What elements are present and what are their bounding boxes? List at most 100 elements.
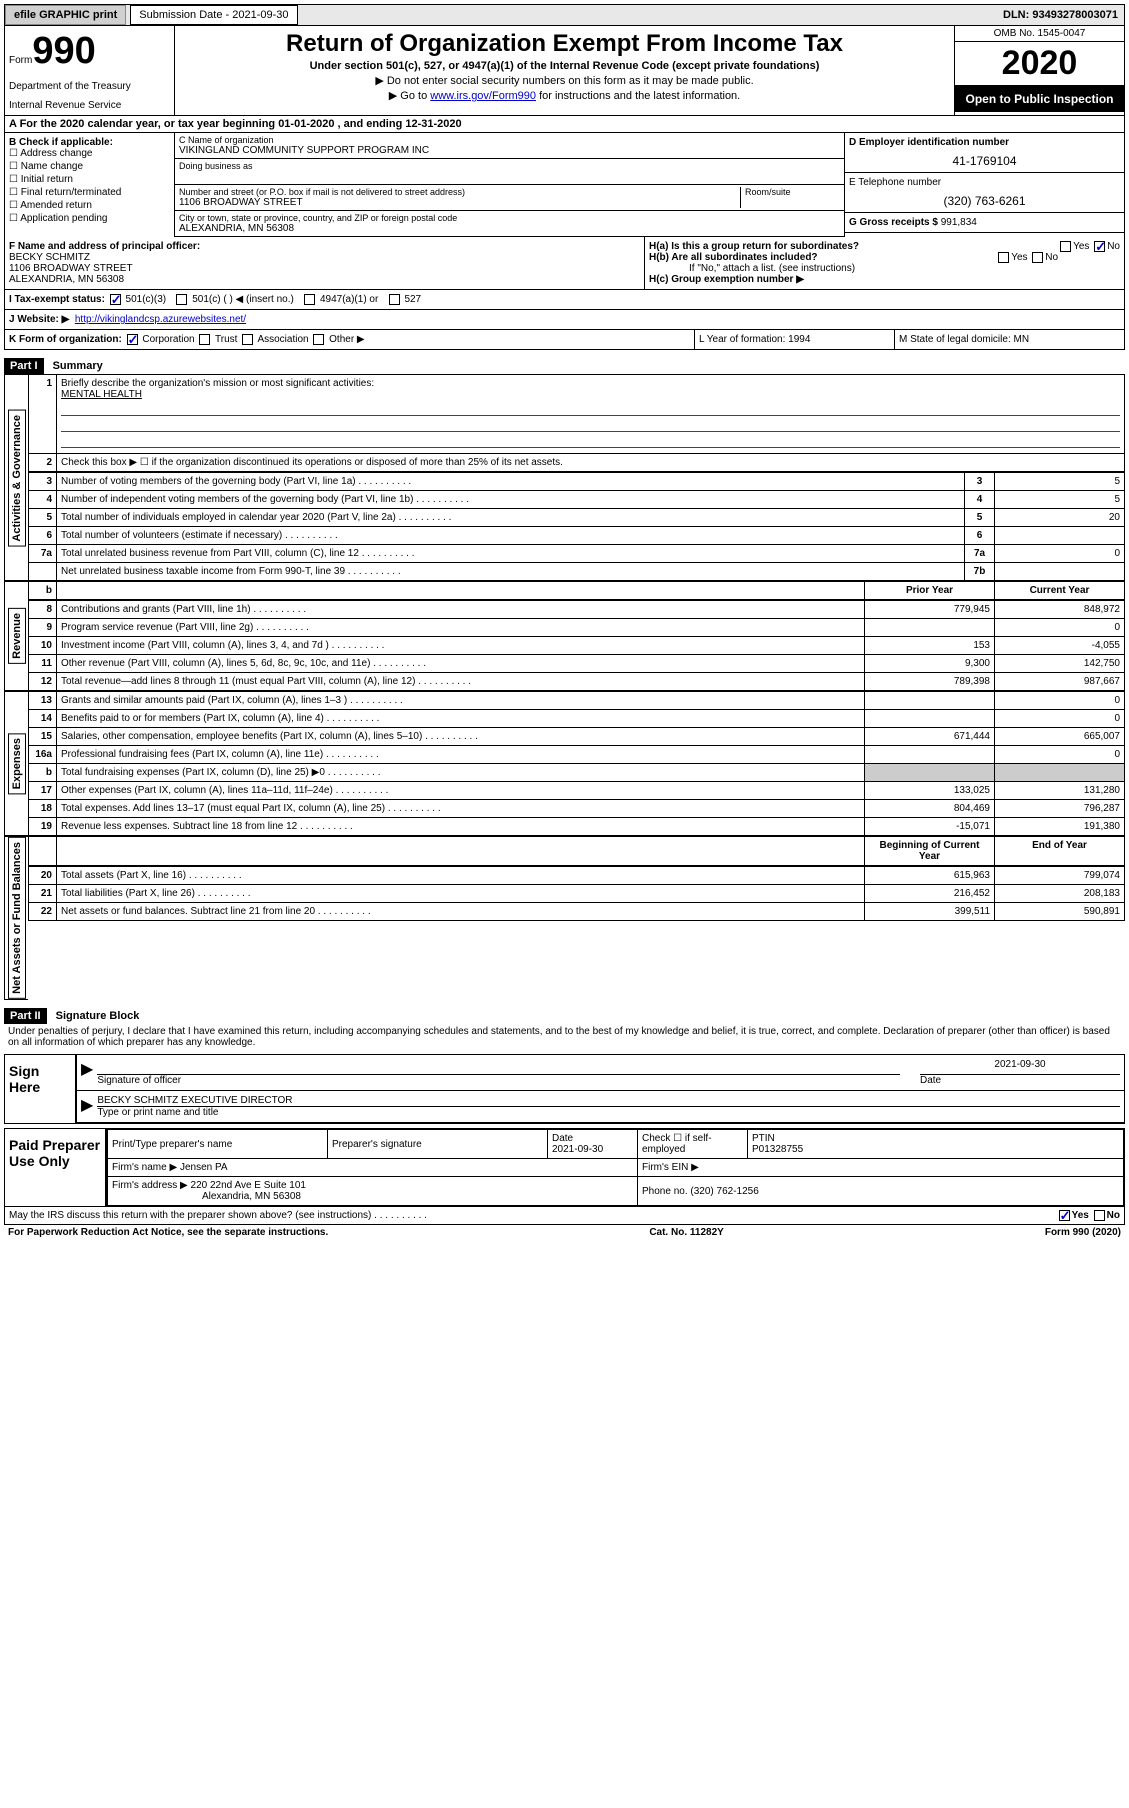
street-address: 1106 BROADWAY STREET	[179, 197, 740, 208]
form-prefix: Form	[9, 55, 32, 66]
subtitle-3: ▶ Go to www.irs.gov/Form990 for instruct…	[183, 89, 946, 102]
part2-title: Signature Block	[50, 1008, 146, 1024]
vlabel-expenses: Expenses	[8, 733, 26, 794]
row-f-h: F Name and address of principal officer:…	[4, 237, 1125, 290]
top-bar: efile GRAPHIC print Submission Date - 20…	[4, 4, 1125, 26]
chk-501c3[interactable]	[110, 294, 121, 305]
col-b-checkboxes: B Check if applicable: ☐ Address change …	[5, 133, 175, 237]
arrow-icon: ▶	[81, 1059, 93, 1086]
efile-button[interactable]: efile GRAPHIC print	[5, 5, 126, 25]
form-header: Form990 Department of the Treasury Inter…	[4, 26, 1125, 116]
chk-501c[interactable]	[176, 294, 187, 305]
revenue-lines: 8Contributions and grants (Part VIII, li…	[28, 600, 1125, 691]
discuss-no[interactable]	[1094, 1210, 1105, 1221]
hb-yes[interactable]	[998, 252, 1009, 263]
chk-address[interactable]: ☐ Address change	[9, 148, 170, 159]
part1-header-row: Part I Summary	[4, 350, 1125, 374]
form-of-org: K Form of organization: Corporation Trus…	[5, 330, 694, 349]
col-c-org-info: C Name of organization VIKINGLAND COMMUN…	[175, 133, 844, 237]
submission-date: Submission Date - 2021-09-30	[130, 5, 297, 25]
ha-no[interactable]	[1094, 241, 1105, 252]
year-formation: L Year of formation: 1994	[694, 330, 894, 349]
website-link[interactable]: http://vikinglandcsp.azurewebsites.net/	[75, 314, 246, 325]
subtitle-1: Under section 501(c), 527, or 4947(a)(1)…	[183, 60, 946, 72]
address-cell: Number and street (or P.O. box if mail i…	[175, 185, 844, 211]
discuss-yes[interactable]	[1059, 1210, 1070, 1221]
page-footer: For Paperwork Reduction Act Notice, see …	[4, 1225, 1125, 1240]
netassets-section: Net Assets or Fund Balances Beginning of…	[4, 836, 1125, 1000]
title-block: Return of Organization Exempt From Incom…	[175, 26, 954, 115]
ein-cell: D Employer identification number 41-1769…	[845, 133, 1124, 173]
telephone-cell: E Telephone number (320) 763-6261	[845, 173, 1124, 213]
gross-receipts-cell: G Gross receipts $ 991,834	[845, 213, 1124, 233]
col-b-label: B Check if applicable:	[9, 137, 113, 148]
chk-amended[interactable]: ☐ Amended return	[9, 200, 170, 211]
dept-irs: Internal Revenue Service	[9, 100, 170, 111]
principal-officer: F Name and address of principal officer:…	[5, 237, 644, 289]
chk-initial[interactable]: ☐ Initial return	[9, 174, 170, 185]
part2-badge: Part II	[4, 1008, 47, 1024]
ein: 41-1769104	[849, 154, 1120, 168]
ptin: P01328755	[752, 1144, 803, 1155]
tax-year: 2020	[955, 42, 1124, 86]
state-domicile: M State of legal domicile: MN	[894, 330, 1124, 349]
part1-badge: Part I	[4, 358, 44, 374]
chk-527[interactable]	[389, 294, 400, 305]
city-cell: City or town, state or province, country…	[175, 211, 844, 237]
subtitle-2: ▶ Do not enter social security numbers o…	[183, 74, 946, 87]
part1-title: Summary	[47, 358, 109, 374]
chk-trust[interactable]	[199, 334, 210, 345]
public-inspection: Open to Public Inspection	[955, 86, 1124, 112]
ha-yes[interactable]	[1060, 241, 1071, 252]
netassets-header: Beginning of Current YearEnd of Year	[28, 836, 1125, 866]
paid-preparer-block: Paid Preparer Use Only Print/Type prepar…	[4, 1128, 1125, 1207]
mission-text: MENTAL HEALTH	[61, 389, 142, 400]
vlabel-netassets: Net Assets or Fund Balances	[8, 837, 26, 999]
dln: DLN: 93493278003071	[1003, 9, 1124, 21]
city-state-zip: ALEXANDRIA, MN 56308	[179, 223, 840, 234]
main-title: Return of Organization Exempt From Incom…	[183, 30, 946, 58]
website-row: J Website: ▶ http://vikinglandcsp.azurew…	[4, 310, 1125, 330]
row-k-l-m: K Form of organization: Corporation Trus…	[4, 330, 1125, 350]
vlabel-revenue: Revenue	[8, 608, 26, 664]
chk-pending[interactable]: ☐ Application pending	[9, 213, 170, 224]
irs-link[interactable]: www.irs.gov/Form990	[430, 90, 536, 102]
form-number: 990	[32, 30, 95, 72]
discuss-row: May the IRS discuss this return with the…	[4, 1207, 1125, 1225]
org-name: VIKINGLAND COMMUNITY SUPPORT PROGRAM INC	[179, 145, 840, 156]
vlabel-governance: Activities & Governance	[8, 410, 26, 547]
chk-other[interactable]	[313, 334, 324, 345]
governance-section: Activities & Governance 1 Briefly descri…	[4, 374, 1125, 581]
netassets-lines: 20Total assets (Part X, line 16)615,9637…	[28, 866, 1125, 921]
form-number-block: Form990 Department of the Treasury Inter…	[5, 26, 175, 115]
gross-receipts: 991,834	[941, 217, 977, 228]
group-return-block: H(a) Is this a group return for subordin…	[644, 237, 1124, 289]
chk-assoc[interactable]	[242, 334, 253, 345]
footer-left: For Paperwork Reduction Act Notice, see …	[8, 1227, 328, 1238]
summary-top-table: 1 Briefly describe the organization's mi…	[28, 374, 1125, 472]
org-name-cell: C Name of organization VIKINGLAND COMMUN…	[175, 133, 844, 159]
revenue-section: Revenue bPrior YearCurrent Year 8Contrib…	[4, 581, 1125, 691]
chk-4947[interactable]	[304, 294, 315, 305]
revenue-table: bPrior YearCurrent Year	[28, 581, 1125, 600]
omb-year-block: OMB No. 1545-0047 2020 Open to Public In…	[954, 26, 1124, 115]
omb-number: OMB No. 1545-0047	[955, 26, 1124, 42]
col-d-right: D Employer identification number 41-1769…	[844, 133, 1124, 237]
governance-lines: 3Number of voting members of the governi…	[28, 472, 1125, 581]
chk-final[interactable]: ☐ Final return/terminated	[9, 187, 170, 198]
paid-preparer-label: Paid Preparer Use Only	[5, 1129, 105, 1206]
telephone: (320) 763-6261	[849, 194, 1120, 208]
footer-right: Form 990 (2020)	[1045, 1227, 1121, 1238]
part2-header-row: Part II Signature Block	[4, 1000, 1125, 1024]
chk-corp[interactable]	[127, 334, 138, 345]
sign-here-label: Sign Here	[5, 1055, 75, 1123]
preparer-phone: (320) 762-1256	[690, 1186, 758, 1197]
officer-name: BECKY SCHMITZ EXECUTIVE DIRECTOR	[97, 1095, 1120, 1107]
tax-exempt-status: I Tax-exempt status: 501(c)(3) 501(c) ( …	[4, 290, 1125, 310]
footer-mid: Cat. No. 11282Y	[649, 1227, 723, 1238]
chk-name[interactable]: ☐ Name change	[9, 161, 170, 172]
hb-no[interactable]	[1032, 252, 1043, 263]
expenses-section: Expenses 13Grants and similar amounts pa…	[4, 691, 1125, 836]
arrow-icon: ▶	[81, 1095, 93, 1118]
preparer-table: Print/Type preparer's name Preparer's si…	[107, 1129, 1124, 1206]
